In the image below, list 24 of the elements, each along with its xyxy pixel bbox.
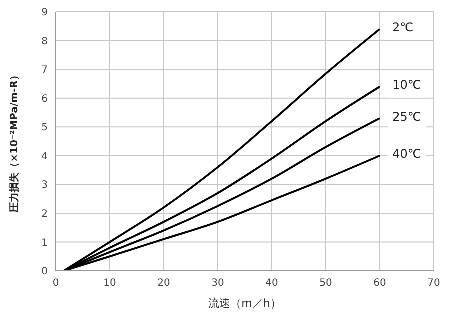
x-axis-title: 流速（m／h） [208, 297, 282, 310]
y-tick-label: 1 [42, 238, 48, 249]
y-axis-title: 圧力損失（×10⁻²MPa/m-R） [8, 70, 21, 214]
y-tick-label: 7 [42, 65, 48, 76]
x-tick-label: 40 [266, 278, 278, 290]
y-tick-label: 2 [42, 208, 48, 220]
series-label: 25℃ [392, 110, 422, 124]
y-tick-label: 6 [42, 94, 48, 105]
x-tick-label: 60 [374, 278, 386, 290]
y-tick-label: 3 [42, 180, 48, 192]
x-tick-label: 30 [212, 278, 224, 290]
x-tick-label: 70 [428, 278, 440, 290]
y-tick-label: 4 [42, 151, 48, 162]
x-tick-label: 50 [320, 278, 332, 290]
series-label: 40℃ [392, 147, 422, 162]
y-tick-label: 9 [42, 8, 48, 19]
x-tick-label: 20 [158, 278, 170, 290]
x-tick-label: 0 [52, 278, 60, 290]
x-tick-label: 10 [104, 278, 116, 290]
series-label: 10℃ [392, 78, 422, 92]
series-label: 2℃ [392, 20, 414, 35]
y-tick-label: 5 [42, 122, 48, 134]
y-tick-label: 8 [42, 36, 48, 48]
y-tick-label: 0 [42, 266, 48, 278]
